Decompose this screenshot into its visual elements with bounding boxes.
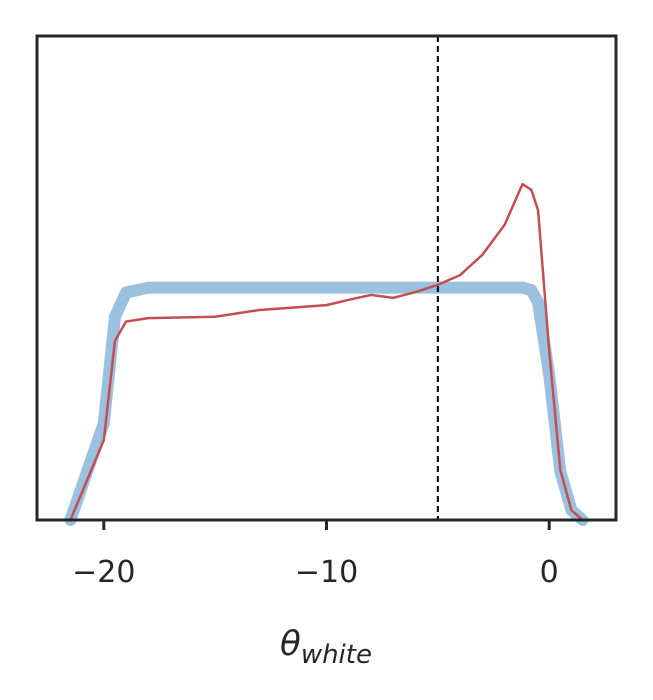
- plot-frame: [35, 34, 618, 522]
- x-tick-label: −20: [72, 555, 135, 590]
- x-label-symbol: θ: [280, 624, 301, 664]
- series-line: [69, 182, 584, 522]
- x-label-subscript: white: [301, 640, 372, 670]
- x-tick-label: 0: [540, 555, 559, 590]
- series-line: [64, 281, 589, 526]
- x-tick-label: −10: [295, 555, 358, 590]
- x-axis-label: θwhite: [280, 624, 372, 670]
